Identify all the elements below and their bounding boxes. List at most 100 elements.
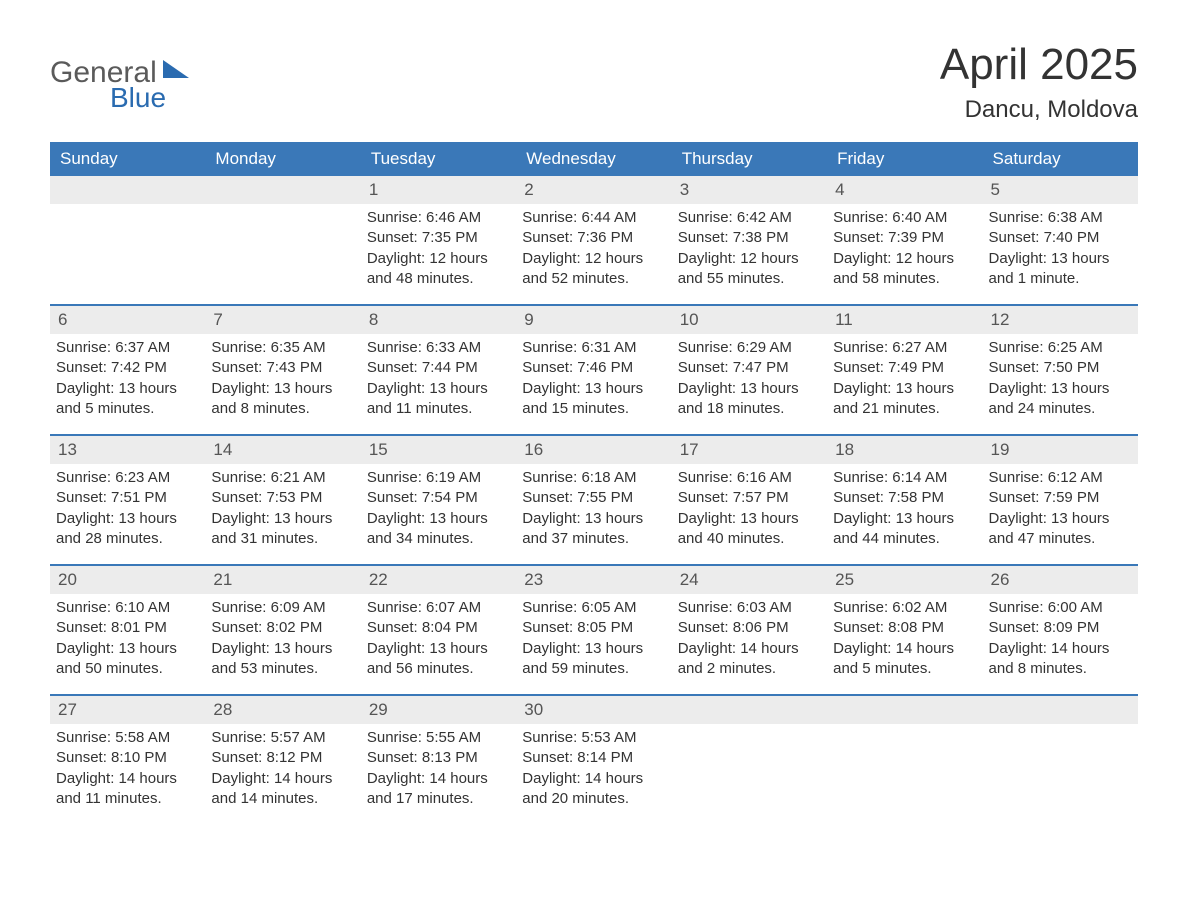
daylight-text: Daylight: 13 hours [211, 379, 354, 399]
day-body: Sunrise: 6:10 AMSunset: 8:01 PMDaylight:… [50, 594, 205, 689]
logo-triangle-icon [163, 58, 189, 82]
sunrise-text: Sunrise: 6:35 AM [211, 338, 354, 358]
day-body: Sunrise: 6:00 AMSunset: 8:09 PMDaylight:… [983, 594, 1138, 689]
sunset-text: Sunset: 8:09 PM [989, 618, 1132, 638]
day-body: Sunrise: 6:03 AMSunset: 8:06 PMDaylight:… [672, 594, 827, 689]
day-body: Sunrise: 6:29 AMSunset: 7:47 PMDaylight:… [672, 334, 827, 429]
calendar-week: 6Sunrise: 6:37 AMSunset: 7:42 PMDaylight… [50, 304, 1138, 434]
calendar-cell: 8Sunrise: 6:33 AMSunset: 7:44 PMDaylight… [361, 306, 516, 434]
sunset-text: Sunset: 7:42 PM [56, 358, 199, 378]
day-body: Sunrise: 6:23 AMSunset: 7:51 PMDaylight:… [50, 464, 205, 559]
daylight-text2: and 18 minutes. [678, 399, 821, 419]
calendar-cell: 6Sunrise: 6:37 AMSunset: 7:42 PMDaylight… [50, 306, 205, 434]
day-body: Sunrise: 6:25 AMSunset: 7:50 PMDaylight:… [983, 334, 1138, 429]
calendar-cell: 3Sunrise: 6:42 AMSunset: 7:38 PMDaylight… [672, 176, 827, 304]
sunset-text: Sunset: 8:14 PM [522, 748, 665, 768]
sunset-text: Sunset: 7:55 PM [522, 488, 665, 508]
day-body: Sunrise: 6:09 AMSunset: 8:02 PMDaylight:… [205, 594, 360, 689]
daylight-text2: and 58 minutes. [833, 269, 976, 289]
sunset-text: Sunset: 7:47 PM [678, 358, 821, 378]
daylight-text2: and 34 minutes. [367, 529, 510, 549]
daylight-text2: and 11 minutes. [367, 399, 510, 419]
day-body: Sunrise: 6:12 AMSunset: 7:59 PMDaylight:… [983, 464, 1138, 559]
sunrise-text: Sunrise: 5:57 AM [211, 728, 354, 748]
daylight-text: Daylight: 12 hours [367, 249, 510, 269]
day-number [983, 696, 1138, 724]
daylight-text: Daylight: 14 hours [833, 639, 976, 659]
title-location: Dancu, Moldova [940, 96, 1138, 124]
day-body: Sunrise: 5:58 AMSunset: 8:10 PMDaylight:… [50, 724, 205, 819]
calendar-cell: 23Sunrise: 6:05 AMSunset: 8:05 PMDayligh… [516, 566, 671, 694]
day-number: 17 [672, 436, 827, 464]
daylight-text: Daylight: 13 hours [522, 509, 665, 529]
day-body: Sunrise: 6:19 AMSunset: 7:54 PMDaylight:… [361, 464, 516, 559]
daylight-text: Daylight: 13 hours [211, 639, 354, 659]
sunset-text: Sunset: 7:40 PM [989, 228, 1132, 248]
day-number [205, 176, 360, 204]
daylight-text2: and 1 minute. [989, 269, 1132, 289]
daylight-text2: and 5 minutes. [833, 659, 976, 679]
day-body [672, 724, 827, 738]
calendar-cell: 28Sunrise: 5:57 AMSunset: 8:12 PMDayligh… [205, 696, 360, 824]
day-body: Sunrise: 6:07 AMSunset: 8:04 PMDaylight:… [361, 594, 516, 689]
daylight-text: Daylight: 13 hours [678, 509, 821, 529]
calendar-cell: 30Sunrise: 5:53 AMSunset: 8:14 PMDayligh… [516, 696, 671, 824]
daylight-text2: and 44 minutes. [833, 529, 976, 549]
day-body: Sunrise: 5:55 AMSunset: 8:13 PMDaylight:… [361, 724, 516, 819]
sunrise-text: Sunrise: 5:55 AM [367, 728, 510, 748]
sunrise-text: Sunrise: 6:16 AM [678, 468, 821, 488]
calendar-cell: 9Sunrise: 6:31 AMSunset: 7:46 PMDaylight… [516, 306, 671, 434]
day-number: 29 [361, 696, 516, 724]
day-number: 21 [205, 566, 360, 594]
day-number: 6 [50, 306, 205, 334]
sunset-text: Sunset: 7:46 PM [522, 358, 665, 378]
sunrise-text: Sunrise: 6:02 AM [833, 598, 976, 618]
weekday-tuesday: Tuesday [361, 142, 516, 176]
day-number: 5 [983, 176, 1138, 204]
day-body: Sunrise: 6:21 AMSunset: 7:53 PMDaylight:… [205, 464, 360, 559]
sunrise-text: Sunrise: 6:40 AM [833, 208, 976, 228]
daylight-text2: and 15 minutes. [522, 399, 665, 419]
daylight-text: Daylight: 13 hours [367, 379, 510, 399]
day-number: 19 [983, 436, 1138, 464]
sunrise-text: Sunrise: 5:53 AM [522, 728, 665, 748]
day-number: 9 [516, 306, 671, 334]
day-body: Sunrise: 6:37 AMSunset: 7:42 PMDaylight:… [50, 334, 205, 429]
daylight-text: Daylight: 13 hours [211, 509, 354, 529]
day-number: 28 [205, 696, 360, 724]
daylight-text2: and 24 minutes. [989, 399, 1132, 419]
calendar-cell: 11Sunrise: 6:27 AMSunset: 7:49 PMDayligh… [827, 306, 982, 434]
sunrise-text: Sunrise: 6:07 AM [367, 598, 510, 618]
calendar-cell: 22Sunrise: 6:07 AMSunset: 8:04 PMDayligh… [361, 566, 516, 694]
daylight-text: Daylight: 13 hours [522, 379, 665, 399]
daylight-text: Daylight: 13 hours [56, 639, 199, 659]
calendar-cell: 1Sunrise: 6:46 AMSunset: 7:35 PMDaylight… [361, 176, 516, 304]
sunset-text: Sunset: 8:12 PM [211, 748, 354, 768]
sunset-text: Sunset: 8:04 PM [367, 618, 510, 638]
day-body: Sunrise: 6:05 AMSunset: 8:05 PMDaylight:… [516, 594, 671, 689]
day-body [983, 724, 1138, 738]
day-body: Sunrise: 5:53 AMSunset: 8:14 PMDaylight:… [516, 724, 671, 819]
day-body [50, 204, 205, 218]
daylight-text: Daylight: 14 hours [678, 639, 821, 659]
calendar-cell [827, 696, 982, 824]
daylight-text2: and 5 minutes. [56, 399, 199, 419]
day-number: 1 [361, 176, 516, 204]
weekday-friday: Friday [827, 142, 982, 176]
daylight-text: Daylight: 13 hours [989, 249, 1132, 269]
daylight-text2: and 52 minutes. [522, 269, 665, 289]
day-body: Sunrise: 6:27 AMSunset: 7:49 PMDaylight:… [827, 334, 982, 429]
logo-line2: Blue [110, 84, 189, 112]
day-number: 11 [827, 306, 982, 334]
day-body: Sunrise: 6:18 AMSunset: 7:55 PMDaylight:… [516, 464, 671, 559]
day-body: Sunrise: 6:38 AMSunset: 7:40 PMDaylight:… [983, 204, 1138, 299]
sunrise-text: Sunrise: 6:23 AM [56, 468, 199, 488]
sunrise-text: Sunrise: 6:44 AM [522, 208, 665, 228]
sunrise-text: Sunrise: 6:27 AM [833, 338, 976, 358]
header-row: General Blue April 2025 Dancu, Moldova [50, 40, 1138, 124]
sunset-text: Sunset: 8:05 PM [522, 618, 665, 638]
day-number: 20 [50, 566, 205, 594]
sunset-text: Sunset: 7:36 PM [522, 228, 665, 248]
daylight-text: Daylight: 14 hours [367, 769, 510, 789]
day-body [205, 204, 360, 218]
